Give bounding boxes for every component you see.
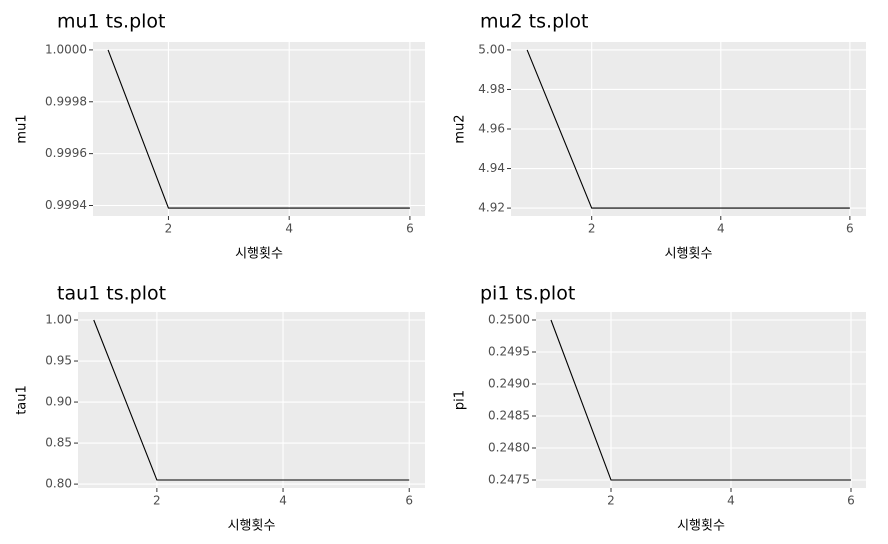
y-tick-label: 1.0000 bbox=[45, 42, 87, 56]
y-axis-label: mu1 bbox=[15, 114, 30, 143]
x-axis-label: 시행횟수 bbox=[235, 246, 283, 262]
panel-background bbox=[93, 42, 425, 216]
data-line bbox=[550, 319, 851, 481]
x-tick-label: 6 bbox=[847, 494, 855, 508]
y-tick-label: 0.95 bbox=[45, 354, 72, 368]
y-axis-label: mu2 bbox=[453, 114, 468, 143]
y-tick-label: 0.9998 bbox=[45, 94, 87, 108]
x-tick-label: 4 bbox=[717, 222, 725, 236]
x-axis-label: 시행횟수 bbox=[677, 518, 725, 534]
chart-title: tau1 ts.plot bbox=[57, 283, 166, 305]
x-axis-label: 시행횟수 bbox=[665, 246, 713, 262]
chart-title: mu2 ts.plot bbox=[480, 11, 588, 33]
panel-background bbox=[536, 312, 866, 488]
y-tick-label: 0.2480 bbox=[488, 441, 530, 455]
y-axis-label: pi1 bbox=[453, 390, 468, 410]
y-tick-label: 0.2490 bbox=[488, 377, 530, 391]
x-tick-label: 4 bbox=[285, 222, 293, 236]
y-tick-label: 0.9994 bbox=[45, 198, 87, 212]
x-tick-label: 2 bbox=[153, 494, 161, 508]
x-tick-label: 2 bbox=[165, 222, 173, 236]
x-tick-label: 4 bbox=[727, 494, 735, 508]
y-axis-label: tau1 bbox=[15, 385, 30, 415]
data-line bbox=[93, 319, 410, 481]
chart-title: pi1 ts.plot bbox=[480, 283, 575, 305]
y-tick-label: 0.2495 bbox=[488, 345, 530, 359]
y-tick-label: 5.00 bbox=[478, 42, 505, 56]
y-tick-label: 0.2500 bbox=[488, 313, 530, 327]
y-tick-label: 0.2485 bbox=[488, 409, 530, 423]
y-tick-label: 4.94 bbox=[478, 161, 505, 175]
x-tick-label: 2 bbox=[588, 222, 596, 236]
y-tick-label: 0.90 bbox=[45, 395, 72, 409]
x-tick-label: 6 bbox=[405, 494, 413, 508]
y-tick-label: 0.9996 bbox=[45, 146, 87, 160]
y-tick-label: 4.92 bbox=[478, 201, 505, 215]
panel-background bbox=[78, 312, 425, 488]
x-tick-label: 6 bbox=[846, 222, 854, 236]
x-tick-label: 6 bbox=[406, 222, 414, 236]
data-line bbox=[526, 49, 850, 209]
y-tick-label: 4.96 bbox=[478, 122, 505, 136]
y-tick-label: 0.2475 bbox=[488, 473, 530, 487]
chart-title: mu1 ts.plot bbox=[57, 11, 165, 33]
y-tick-label: 1.00 bbox=[45, 313, 72, 327]
x-axis-label: 시행횟수 bbox=[228, 518, 276, 534]
data-line bbox=[107, 49, 410, 209]
x-tick-label: 2 bbox=[607, 494, 615, 508]
x-tick-label: 4 bbox=[279, 494, 287, 508]
y-tick-label: 0.85 bbox=[45, 436, 72, 450]
y-tick-label: 4.98 bbox=[478, 82, 505, 96]
y-tick-label: 0.80 bbox=[45, 477, 72, 491]
